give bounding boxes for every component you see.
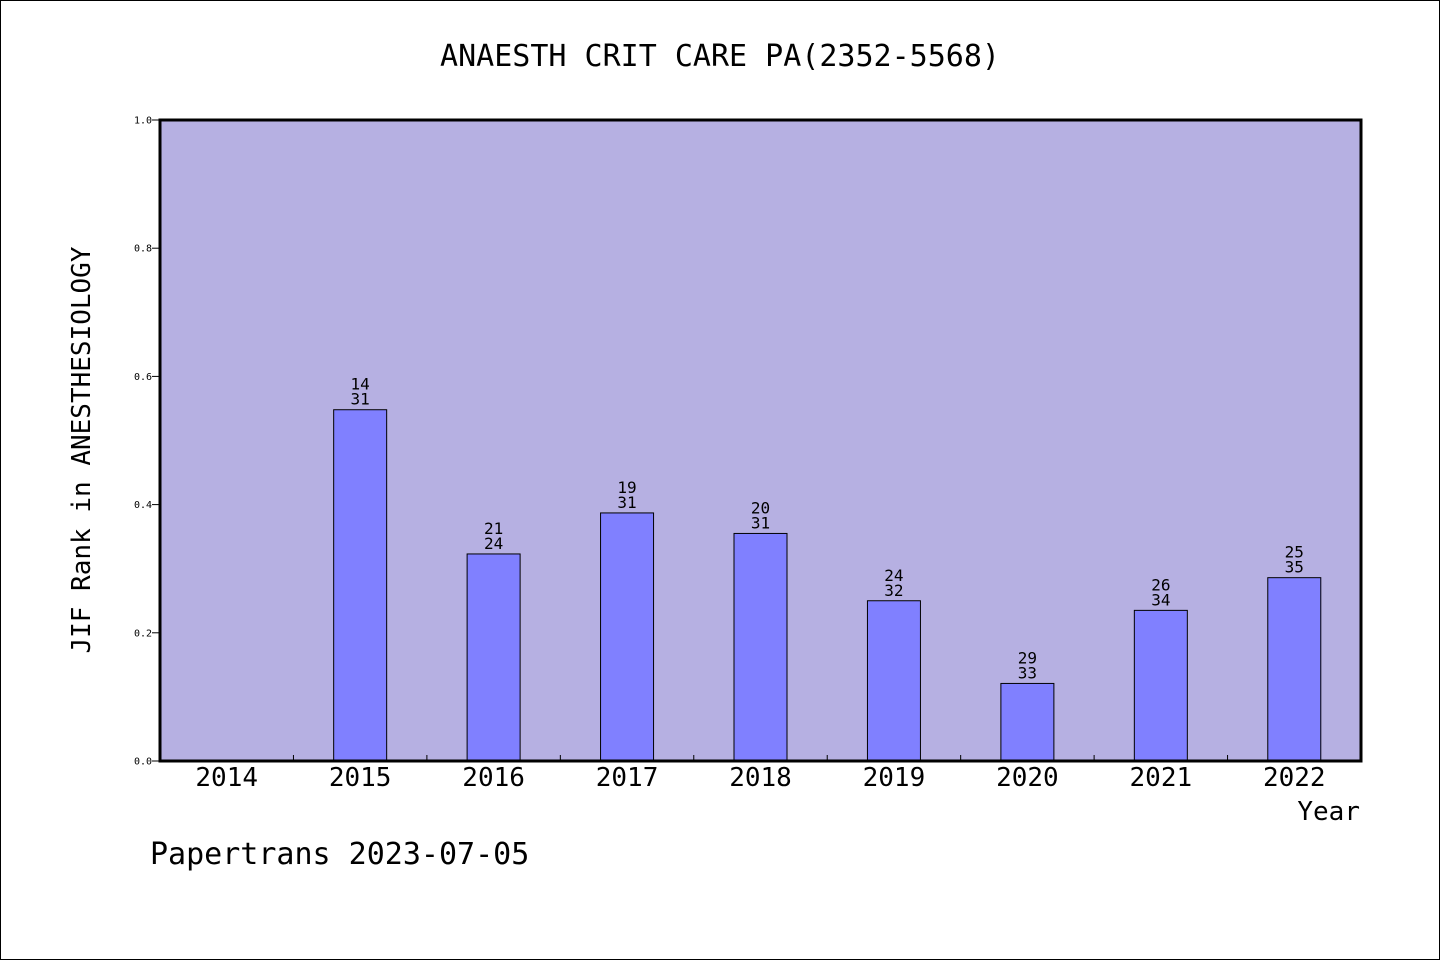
chart-title: ANAESTH CRIT CARE PA(2352-5568) xyxy=(440,39,1000,74)
x-tick-label: 2019 xyxy=(863,763,926,793)
bar-label-rank: 20 xyxy=(751,498,770,517)
y-tick-label: 0.0 xyxy=(134,757,152,768)
bar-label-rank: 14 xyxy=(351,375,370,394)
bar-label-rank: 21 xyxy=(484,519,503,538)
bar-label-rank: 29 xyxy=(1018,648,1037,667)
bar-label-total: 31 xyxy=(351,390,370,409)
bar-label-total: 35 xyxy=(1285,558,1304,577)
x-tick-label: 2021 xyxy=(1130,763,1193,793)
y-axis-ticks: 0.0 0.2 0.4 0.6 0.8 1.0 xyxy=(134,116,160,768)
y-tick-label: 0.2 xyxy=(134,628,152,639)
bar-2018 xyxy=(733,532,788,762)
bar-label-total: 33 xyxy=(1018,663,1037,682)
y-tick-label: 1.0 xyxy=(134,116,152,127)
bar-2015 xyxy=(333,409,388,762)
bars-group xyxy=(333,409,1322,762)
plot-border xyxy=(158,118,1363,763)
bar-label-rank: 19 xyxy=(617,478,636,497)
y-tick-label: 0.8 xyxy=(134,244,152,255)
x-tick-label: 2020 xyxy=(996,763,1059,793)
y-tick-label: 0.4 xyxy=(134,500,152,511)
bar-2022 xyxy=(1267,577,1322,762)
bar-label-rank: 26 xyxy=(1151,575,1170,594)
x-tick-label: 2016 xyxy=(462,763,525,793)
x-tick-label: 2015 xyxy=(329,763,392,793)
x-tick-label: 2018 xyxy=(729,763,792,793)
x-axis-label: Year xyxy=(1297,797,1360,827)
bar-label-total: 34 xyxy=(1151,590,1170,609)
x-tick-label: 2017 xyxy=(596,763,659,793)
y-axis-label: JIF Rank in ANESTHESIOLOGY xyxy=(67,246,97,653)
bar-2020 xyxy=(1000,682,1055,762)
bar-label-total: 32 xyxy=(884,581,903,600)
bar-label-total: 24 xyxy=(484,534,503,553)
x-tick-label: 2014 xyxy=(195,763,258,793)
bar-2021 xyxy=(1133,609,1188,762)
bar-label-rank: 24 xyxy=(884,566,903,585)
bar-label-rank: 25 xyxy=(1285,543,1304,562)
bar-2016 xyxy=(466,553,521,762)
bar-2017 xyxy=(600,512,655,762)
x-axis-ticks: 2014 2015 2016 2017 2018 2019 2020 2021 2022 xyxy=(195,755,1326,793)
y-tick-label: 0.6 xyxy=(134,372,152,383)
bar-label-total: 31 xyxy=(751,513,770,532)
x-tick-label: 2022 xyxy=(1263,763,1326,793)
bar-2019 xyxy=(866,600,921,762)
bar-label-total: 31 xyxy=(617,493,636,512)
footer-text: Papertrans 2023-07-05 xyxy=(150,837,529,872)
